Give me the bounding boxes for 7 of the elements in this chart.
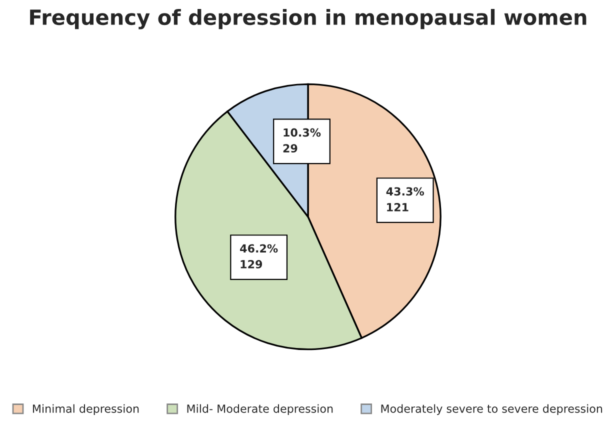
data-label: 10.3% 29 xyxy=(283,128,321,153)
data-label: 43.3% 121 xyxy=(386,187,424,212)
legend-label: Minimal depression xyxy=(32,404,139,415)
chart-title: Frequency of depression in menopausal women xyxy=(30,8,586,30)
data-label: 46.2% 129 xyxy=(240,244,278,268)
legend-label: Moderately severe to severe depression xyxy=(381,404,602,415)
legend-label: Mild- Moderate depression xyxy=(187,404,333,415)
